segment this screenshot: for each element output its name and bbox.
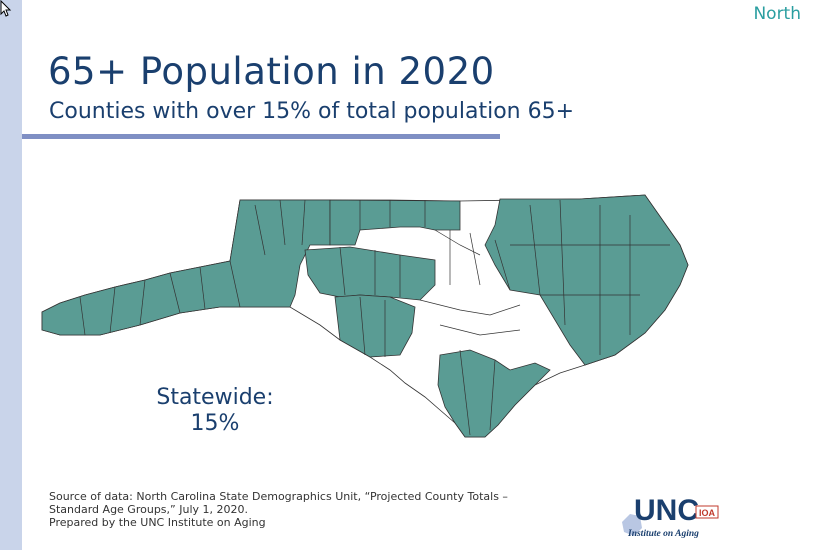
statewide-label: Statewide: xyxy=(156,385,274,410)
statewide-value: 15% xyxy=(190,411,240,436)
left-accent-bar xyxy=(0,0,22,550)
title-underline xyxy=(22,134,500,139)
county-group-southeast xyxy=(437,349,551,438)
source-line-1: Source of data: North Carolina State Dem… xyxy=(49,490,508,503)
mouse-cursor-icon xyxy=(0,0,12,17)
county-group-northeast xyxy=(484,194,689,366)
county-group-north-central xyxy=(304,246,436,301)
logo-badge: IOA xyxy=(699,508,716,518)
north-carolina-county-map xyxy=(41,194,689,438)
source-note: Source of data: North Carolina State Dem… xyxy=(49,490,609,529)
slide-subtitle: Counties with over 15% of total populati… xyxy=(49,99,575,124)
unc-institute-on-aging-logo: UNC IOA Institute on Aging xyxy=(622,494,719,539)
county-borders xyxy=(79,199,670,436)
county-group-north xyxy=(329,199,461,246)
logo-subtext: Institute on Aging xyxy=(627,529,699,539)
logo-wordmark: UNC xyxy=(634,494,699,527)
corner-label: North xyxy=(753,4,801,24)
source-line-3: Prepared by the UNC Institute on Aging xyxy=(49,516,266,529)
source-line-2: Standard Age Groups,” July 1, 2020. xyxy=(49,503,248,516)
slide-title: 65+ Population in 2020 xyxy=(48,50,495,93)
county-group-west xyxy=(41,199,331,336)
county-group-south-central xyxy=(334,294,416,358)
statewide-stat: Statewide: 15% xyxy=(120,385,310,437)
